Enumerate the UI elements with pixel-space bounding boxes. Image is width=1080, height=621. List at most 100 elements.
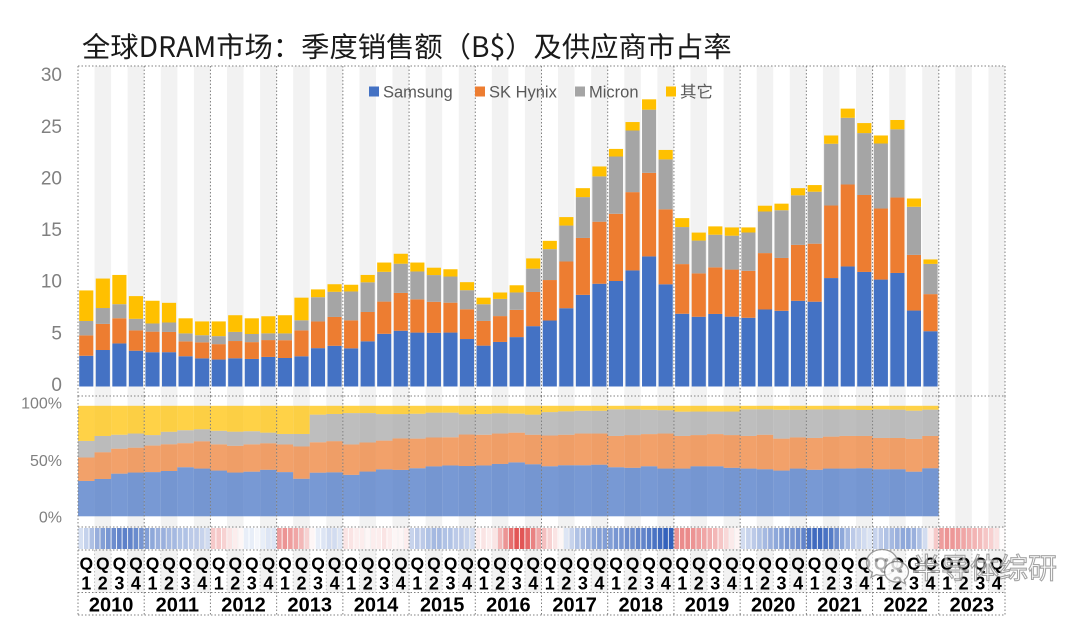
svg-text:3: 3 (512, 574, 522, 594)
svg-text:1: 1 (81, 574, 91, 594)
svg-text:2015: 2015 (420, 595, 465, 617)
svg-text:Samsung: Samsung (383, 84, 453, 102)
svg-text:2022: 2022 (883, 595, 928, 617)
svg-text:3: 3 (843, 574, 853, 594)
svg-text:Q: Q (146, 554, 160, 574)
svg-text:2018: 2018 (619, 595, 664, 617)
svg-text:4: 4 (263, 574, 273, 594)
svg-text:15: 15 (41, 220, 62, 241)
svg-text:Q: Q (79, 554, 93, 574)
svg-text:2010: 2010 (89, 595, 134, 617)
svg-text:Q: Q (460, 554, 474, 574)
svg-text:Q: Q (179, 554, 193, 574)
svg-text:1: 1 (876, 574, 886, 594)
svg-text:2019: 2019 (685, 595, 730, 617)
svg-text:Q: Q (295, 554, 309, 574)
svg-text:1: 1 (942, 574, 952, 594)
svg-text:Q: Q (262, 554, 276, 574)
svg-text:1: 1 (743, 574, 753, 594)
svg-text:Q: Q (708, 554, 722, 574)
svg-text:2: 2 (760, 574, 770, 594)
svg-text:4: 4 (330, 574, 340, 594)
svg-text:100%: 100% (21, 396, 62, 413)
svg-text:1: 1 (479, 574, 489, 594)
svg-text:Q: Q (692, 554, 706, 574)
svg-text:Q: Q (361, 554, 375, 574)
svg-text:Q: Q (129, 554, 143, 574)
svg-text:3: 3 (578, 574, 588, 594)
svg-text:Q: Q (675, 554, 689, 574)
svg-text:1: 1 (810, 574, 820, 594)
svg-text:2: 2 (429, 574, 439, 594)
svg-text:Q: Q (526, 554, 540, 574)
svg-text:2017: 2017 (552, 595, 597, 617)
svg-text:Q: Q (477, 554, 491, 574)
svg-text:3: 3 (644, 574, 654, 594)
svg-text:2: 2 (98, 574, 108, 594)
svg-text:Q: Q (775, 554, 789, 574)
svg-text:4: 4 (462, 574, 472, 594)
svg-text:3: 3 (181, 574, 191, 594)
svg-text:4: 4 (197, 574, 207, 594)
svg-text:4: 4 (396, 574, 406, 594)
svg-text:2021: 2021 (817, 595, 862, 617)
svg-text:1: 1 (412, 574, 422, 594)
svg-text:2012: 2012 (221, 595, 266, 617)
svg-text:4: 4 (992, 574, 1002, 594)
svg-text:3: 3 (313, 574, 323, 594)
svg-text:Q: Q (659, 554, 673, 574)
svg-text:2: 2 (561, 574, 571, 594)
svg-text:2: 2 (627, 574, 637, 594)
svg-text:0%: 0% (39, 510, 62, 527)
svg-text:4: 4 (859, 574, 869, 594)
svg-text:3: 3 (710, 574, 720, 594)
svg-text:2: 2 (826, 574, 836, 594)
svg-text:SK Hynix: SK Hynix (489, 84, 558, 102)
svg-text:4: 4 (528, 574, 538, 594)
svg-text:2013: 2013 (288, 595, 333, 617)
svg-text:2: 2 (495, 574, 505, 594)
svg-text:Q: Q (824, 554, 838, 574)
svg-text:4: 4 (594, 574, 604, 594)
svg-text:1: 1 (147, 574, 157, 594)
svg-text:2: 2 (363, 574, 373, 594)
svg-text:10: 10 (41, 272, 62, 293)
svg-text:4: 4 (793, 574, 803, 594)
svg-text:Q: Q (609, 554, 623, 574)
svg-text:Q: Q (725, 554, 739, 574)
svg-text:Q: Q (626, 554, 640, 574)
svg-text:Q: Q (758, 554, 772, 574)
svg-text:Q: Q (344, 554, 358, 574)
svg-text:Q: Q (593, 554, 607, 574)
svg-text:Q: Q (113, 554, 127, 574)
svg-text:Q: Q (742, 554, 756, 574)
svg-text:25: 25 (41, 117, 62, 138)
svg-text:Q: Q (212, 554, 226, 574)
svg-text:3: 3 (379, 574, 389, 594)
svg-text:1: 1 (677, 574, 687, 594)
svg-text:2023: 2023 (950, 595, 995, 617)
svg-text:1: 1 (611, 574, 621, 594)
svg-text:50%: 50% (30, 453, 62, 470)
svg-text:3: 3 (445, 574, 455, 594)
svg-text:1: 1 (214, 574, 224, 594)
svg-text:Q: Q (559, 554, 573, 574)
svg-text:3: 3 (247, 574, 257, 594)
svg-text:3: 3 (909, 574, 919, 594)
svg-text:2: 2 (694, 574, 704, 594)
svg-text:3: 3 (114, 574, 124, 594)
svg-text:5: 5 (51, 323, 62, 344)
svg-text:Q: Q (493, 554, 507, 574)
svg-text:Q: Q (162, 554, 176, 574)
svg-text:Q: Q (328, 554, 342, 574)
svg-text:Q: Q (841, 554, 855, 574)
svg-text:1: 1 (545, 574, 555, 594)
svg-text:2014: 2014 (354, 595, 399, 617)
svg-text:Q: Q (642, 554, 656, 574)
svg-text:2: 2 (230, 574, 240, 594)
svg-text:2: 2 (892, 574, 902, 594)
svg-text:Q: Q (96, 554, 110, 574)
svg-text:Q: Q (278, 554, 292, 574)
svg-text:3: 3 (975, 574, 985, 594)
svg-text:30: 30 (41, 65, 62, 86)
